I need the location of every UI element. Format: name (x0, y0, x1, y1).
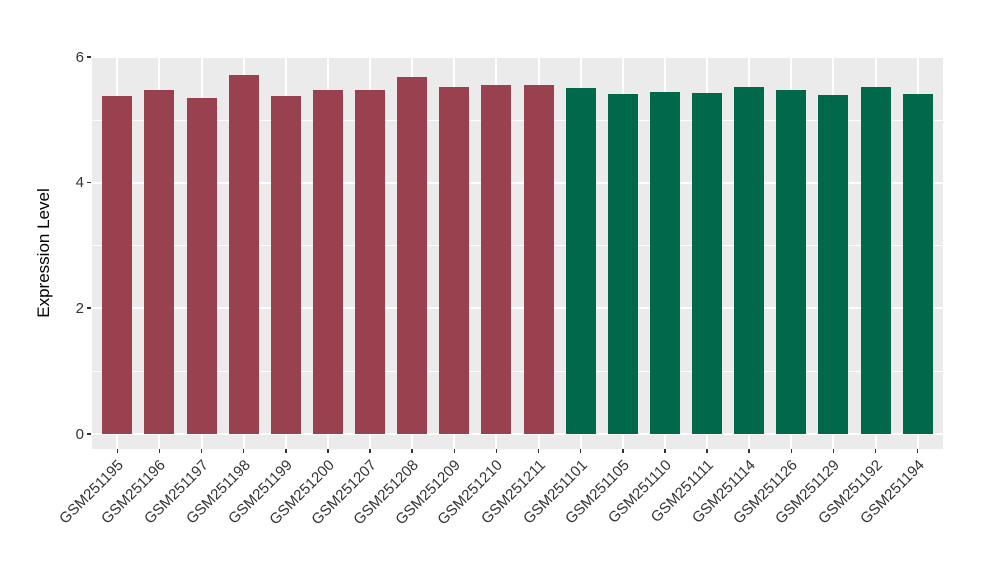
bar-GSM251111 (692, 92, 723, 434)
bar-GSM251199 (270, 95, 301, 434)
x-tick-mark (916, 449, 919, 453)
x-tick-mark (495, 449, 498, 453)
y-tick-mark (87, 307, 91, 309)
bar-GSM251126 (776, 89, 807, 434)
y-tick-mark (87, 433, 91, 435)
x-tick-mark (664, 449, 666, 453)
bar-GSM251207 (355, 90, 386, 434)
plot-panel (92, 58, 943, 449)
bar-GSM251209 (439, 87, 470, 434)
bar-GSM251195 (102, 95, 133, 434)
x-tick-mark (369, 449, 371, 453)
bar-GSM251198 (228, 74, 259, 434)
x-tick-mark (200, 449, 203, 453)
bar-GSM251105 (607, 94, 638, 434)
y-minor-gridline (92, 119, 943, 121)
bar-GSM251196 (144, 89, 175, 434)
bar-GSM251197 (186, 98, 217, 434)
x-tick-mark (790, 449, 793, 453)
x-tick-mark (579, 449, 582, 453)
bar-GSM251210 (481, 84, 512, 434)
y-major-gridline (92, 307, 943, 310)
y-major-gridline (92, 433, 943, 435)
x-tick-mark (832, 449, 835, 453)
x-tick-mark (537, 449, 540, 453)
y-tick-label: 4 (75, 174, 84, 192)
x-tick-mark (327, 449, 329, 453)
y-tick-mark (87, 181, 91, 184)
y-major-gridline (92, 181, 943, 184)
bar-GSM251211 (523, 85, 554, 434)
bar-GSM251101 (565, 87, 596, 434)
y-minor-gridline (92, 370, 943, 372)
x-tick-mark (622, 449, 624, 453)
y-tick-label: 2 (75, 299, 84, 317)
y-tick-label: 0 (75, 425, 84, 443)
x-tick-mark (411, 449, 413, 453)
bar-GSM251208 (397, 77, 428, 434)
bar-GSM251114 (734, 87, 765, 434)
x-tick-mark (874, 449, 877, 453)
bar-GSM251194 (902, 94, 933, 434)
bar-GSM251110 (649, 91, 680, 434)
x-tick-mark (453, 449, 456, 453)
x-tick-mark (158, 449, 161, 453)
y-tick-label: 6 (75, 48, 84, 66)
x-tick-mark (242, 449, 245, 453)
y-tick-mark (87, 56, 91, 58)
bar-GSM251200 (312, 89, 343, 434)
bar-GSM251129 (818, 94, 849, 434)
y-minor-gridline (92, 245, 943, 247)
x-tick-mark (285, 449, 287, 453)
x-tick-mark (706, 449, 708, 453)
x-tick-mark (116, 449, 119, 453)
bar-GSM251192 (860, 86, 891, 434)
y-axis-title: Expression Level (34, 188, 53, 318)
x-tick-mark (748, 449, 750, 453)
